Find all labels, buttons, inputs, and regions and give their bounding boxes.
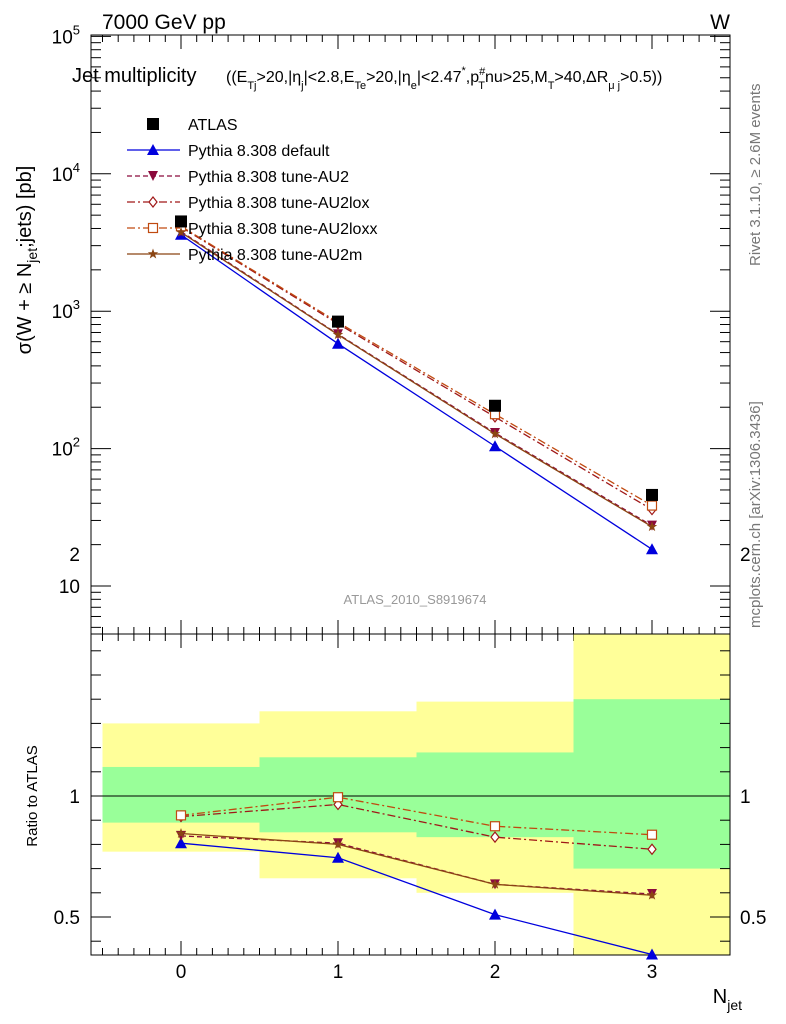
au2m-point bbox=[332, 838, 344, 849]
main-ylabel: σ(W + ≥ Njet;jets) [pb] bbox=[14, 166, 40, 355]
au2loxx-point bbox=[646, 500, 658, 511]
au2m-point bbox=[646, 889, 658, 900]
default-point bbox=[646, 948, 658, 960]
au2lox-point bbox=[490, 831, 500, 844]
x-tick-label: 0 bbox=[176, 962, 187, 983]
legend-label: Pythia 8.308 tune-AU2loxx bbox=[188, 221, 377, 238]
au2lox-point bbox=[647, 843, 657, 856]
au2m-point bbox=[147, 248, 159, 259]
default-point bbox=[147, 144, 159, 155]
atlas-data-point bbox=[147, 118, 159, 130]
au2lox-point bbox=[148, 196, 158, 208]
legend-label: Pythia 8.308 default bbox=[188, 143, 330, 160]
ratio-tick-label-right: 0.5 bbox=[740, 908, 766, 929]
band-inner-bin bbox=[573, 699, 731, 869]
atlas-data-point bbox=[175, 215, 187, 228]
ratio-tick-label-right: 1 bbox=[740, 787, 751, 808]
au2m-point bbox=[489, 878, 501, 889]
default-point bbox=[489, 908, 501, 920]
au2loxx-point bbox=[646, 829, 658, 840]
legend-item-au2m: Pythia 8.308 tune-AU2m bbox=[127, 247, 362, 264]
au2m-line bbox=[180, 231, 653, 528]
au2loxx-point bbox=[489, 821, 501, 832]
plot-title-main: Jet multiplicity bbox=[72, 65, 196, 87]
header-process: W bbox=[710, 11, 730, 34]
ratio-ylabel: Ratio to ATLAS bbox=[24, 745, 41, 846]
au2-point bbox=[148, 171, 158, 181]
ratio-panel: 0 1 2 3 0.5 0.5 1 1 2 2 bbox=[54, 545, 767, 983]
au2loxx-point bbox=[332, 792, 344, 803]
y-tick-label: 105 bbox=[52, 22, 80, 48]
main-frame bbox=[90, 34, 731, 635]
au2m-point bbox=[489, 428, 501, 439]
atlas-data-point bbox=[646, 488, 658, 501]
watermark: ATLAS_2010_S8919674 bbox=[344, 592, 487, 607]
ratio-tick-label-left: 2 bbox=[69, 545, 80, 566]
ratio-tick-label-left: 0.5 bbox=[54, 908, 80, 929]
au2m-point bbox=[175, 828, 187, 838]
mcplots-label: mcplots.cern.ch [arXiv:1306.3436] bbox=[747, 401, 764, 628]
default-point bbox=[332, 851, 344, 863]
ratio-frame bbox=[90, 633, 731, 956]
au2lox-line bbox=[180, 226, 653, 511]
default-ratio-line bbox=[180, 842, 653, 956]
legend-item-atlas: ATLAS bbox=[147, 117, 238, 134]
au2loxx-line bbox=[180, 225, 653, 507]
legend-item-au2loxx: Pythia 8.308 tune-AU2loxx bbox=[127, 221, 377, 238]
plot-title: Jet multiplicity ((ETj>20,|ηj|<2.8,ETe>2… bbox=[72, 65, 662, 92]
atlas-data-point bbox=[332, 315, 344, 328]
legend-label: Pythia 8.308 tune-AU2m bbox=[188, 247, 362, 264]
default-line bbox=[180, 234, 653, 550]
default-point bbox=[489, 440, 501, 452]
x-tick-label: 1 bbox=[333, 962, 344, 983]
default-point bbox=[646, 543, 658, 555]
default-point bbox=[175, 837, 187, 849]
ratio-tick-label-left: 1 bbox=[69, 787, 80, 808]
legend-item-default: Pythia 8.308 default bbox=[127, 143, 330, 160]
svg-text:σ(W + ≥ Njet;jets) [pb]: σ(W + ≥ Njet;jets) [pb] bbox=[14, 166, 40, 355]
au2loxx-point bbox=[147, 222, 159, 234]
atlas-data-point bbox=[489, 399, 501, 412]
au2loxx-point bbox=[175, 810, 187, 821]
legend-item-au2lox: Pythia 8.308 tune-AU2lox bbox=[127, 195, 369, 212]
au2-line bbox=[180, 230, 653, 527]
au2m-point bbox=[332, 329, 344, 340]
plot-title-cuts: ((ETj>20,|ηj|<2.8,ETe>20,|ηe|<2.47*,p# Tn… bbox=[226, 65, 662, 92]
legend-label: ATLAS bbox=[188, 117, 238, 134]
ratio-tick-label-right: 2 bbox=[740, 545, 751, 566]
legend-item-au2: Pythia 8.308 tune-AU2 bbox=[127, 169, 349, 186]
au2m-point bbox=[175, 226, 187, 237]
y-tick-label: 10 bbox=[59, 577, 80, 598]
au2m-ratio-line bbox=[180, 832, 653, 896]
au2m-point bbox=[646, 521, 658, 532]
au2lox-ratio-line bbox=[180, 803, 653, 850]
x-tick-label: 3 bbox=[647, 962, 658, 983]
legend: ATLAS Pythia 8.308 default Pythia 8.308 tu… bbox=[127, 117, 377, 264]
rivet-label: Rivet 3.1.10, ≥ 2.6M events bbox=[747, 84, 764, 267]
header-energy: 7000 GeV pp bbox=[102, 11, 226, 34]
y-tick-label: 103 bbox=[52, 297, 80, 323]
legend-label: Pythia 8.308 tune-AU2lox bbox=[188, 195, 369, 212]
legend-label: Pythia 8.308 tune-AU2 bbox=[188, 169, 349, 186]
x-axis-label: Njet bbox=[713, 986, 742, 1013]
y-tick-label: 104 bbox=[52, 160, 80, 186]
y-tick-label: 102 bbox=[52, 435, 80, 461]
x-tick-label: 2 bbox=[490, 962, 501, 983]
au2loxx-ratio-line bbox=[180, 796, 653, 836]
default-point bbox=[332, 337, 344, 349]
